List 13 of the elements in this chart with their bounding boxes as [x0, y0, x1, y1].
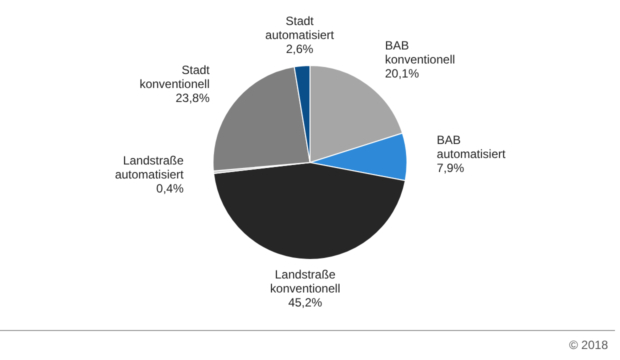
- slice-label: BAB konventionell: [384, 38, 456, 66]
- slice-label: Landstraße automatisiert: [114, 154, 184, 182]
- text: © 2018: [569, 338, 608, 352]
- data-label: 45,2%: [288, 296, 323, 310]
- data-label: 2,6%: [286, 42, 314, 56]
- slice-label: Landstraße konventionell: [270, 268, 340, 296]
- data-label: 7,9%: [436, 161, 464, 176]
- data-label: 0,4%: [156, 182, 184, 196]
- slice-label: BAB automatisiert: [436, 133, 506, 162]
- data-label: 23,8%: [176, 90, 210, 105]
- slice-label: Stadt automatisiert: [265, 14, 335, 42]
- data-label: 20,1%: [384, 66, 420, 80]
- slice-label: Stadt konventionell: [140, 62, 210, 91]
